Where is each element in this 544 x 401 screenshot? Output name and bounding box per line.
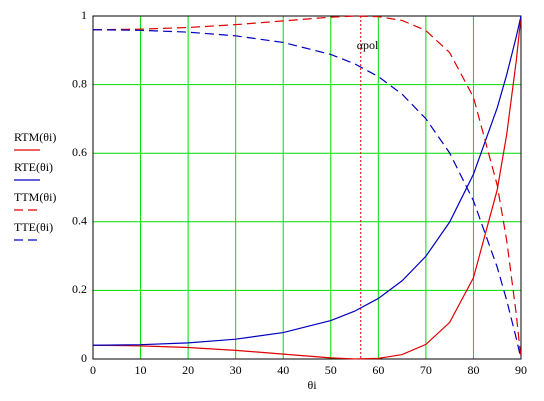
x-tick-label: 0 <box>90 363 96 377</box>
y-tick-label: 0.2 <box>72 282 87 296</box>
legend-label: RTM(θi) <box>14 130 56 144</box>
annotation-label: αpol <box>357 38 379 52</box>
x-tick-label: 60 <box>372 363 384 377</box>
x-axis-label: θi <box>307 378 317 392</box>
y-tick-label: 0.4 <box>72 214 87 228</box>
series-line <box>92 15 522 360</box>
series-line <box>92 15 522 346</box>
legend-label: TTM(θi) <box>14 190 56 204</box>
legend-label: TTE(θi) <box>14 220 53 234</box>
y-tick-label: 0.8 <box>72 76 87 90</box>
x-tick-label: 80 <box>467 363 479 377</box>
x-tick-label: 30 <box>230 363 242 377</box>
legend-label: RTE(θi) <box>14 160 53 174</box>
series-line <box>92 15 522 360</box>
series-line <box>92 29 522 360</box>
y-tick-label: 0.6 <box>72 145 87 159</box>
x-tick-label: 90 <box>515 363 527 377</box>
x-tick-label: 50 <box>325 363 337 377</box>
x-tick-label: 40 <box>277 363 289 377</box>
y-tick-label: 1 <box>81 8 87 22</box>
plot-frame <box>92 15 522 360</box>
x-tick-label: 70 <box>420 363 432 377</box>
x-tick-label: 10 <box>135 363 147 377</box>
y-tick-label: 0 <box>81 351 87 365</box>
x-tick-label: 20 <box>182 363 194 377</box>
